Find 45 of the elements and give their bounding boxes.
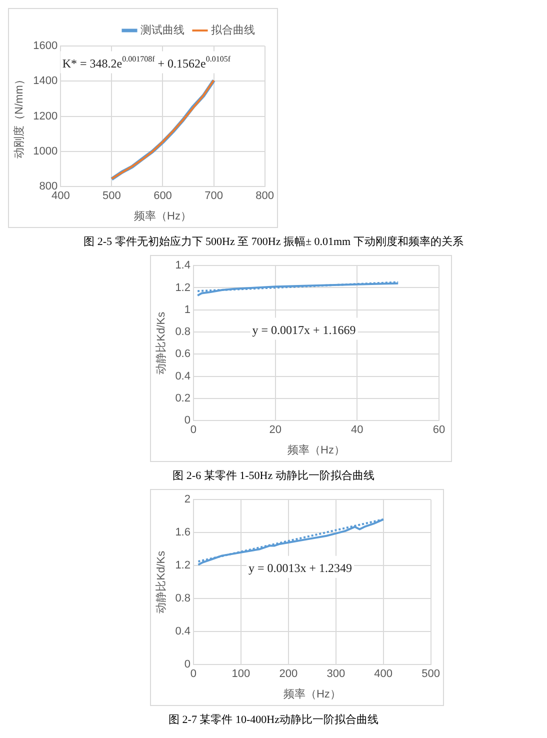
y-tick-label: 2 — [184, 494, 190, 506]
x-tick-label: 800 — [256, 190, 274, 202]
x-tick-label: 400 — [51, 190, 70, 202]
x-tick-label: 20 — [269, 424, 282, 436]
y-axis-title: 动刚度（N/mm） — [12, 74, 26, 158]
y-tick-label: 1.2 — [175, 282, 190, 294]
y-tick-label: 0.2 — [175, 392, 190, 404]
x-tick-label: 200 — [279, 668, 298, 680]
legend-label: 测试曲线 — [140, 24, 184, 37]
x-tick-label: 700 — [204, 190, 223, 202]
legend-label: 拟合曲线 — [211, 24, 255, 37]
text: 图 2-6 某零件 1-50Hz 动静比一阶拟合曲线 — [172, 468, 376, 483]
y-tick-label: 0 — [184, 414, 190, 427]
x-tick-label: 40 — [351, 424, 364, 436]
annotation: y = 0.0013x + 1.2349 — [248, 561, 352, 576]
text: 图 2-7 某零件 10-400Hz动静比一阶拟合曲线 — [168, 712, 380, 727]
y-tick-label: 0.4 — [175, 370, 190, 382]
x-tick-label: 600 — [154, 190, 172, 202]
y-tick-label: 0.8 — [175, 592, 190, 605]
y-tick-label: 1600 — [33, 40, 58, 52]
y-axis-title: 动静比Kd/Ks — [154, 550, 168, 614]
y-axis-title: 动静比Kd/Ks — [154, 311, 168, 374]
y-tick-label: 1.6 — [175, 526, 190, 539]
y-tick-label: 0 — [184, 658, 190, 671]
annotation: y = 0.0017x + 1.1669 — [252, 322, 356, 337]
x-axis-title: 频率（Hz） — [283, 687, 341, 700]
y-tick-label: 1.4 — [175, 260, 190, 272]
y-tick-label: 1400 — [33, 75, 58, 88]
x-tick-label: 300 — [326, 668, 346, 680]
x-tick-label: 500 — [102, 190, 121, 202]
text: 图 2-5 零件无初始应力下 500Hz 至 700Hz 振幅± 0.01mm 下动刚度和频率的关系 — [82, 234, 464, 249]
y-tick-label: 1.2 — [175, 560, 190, 572]
x-axis-title: 频率（Hz） — [288, 443, 345, 456]
y-tick-label: 1 — [184, 304, 190, 316]
y-tick-label: 800 — [39, 180, 58, 193]
y-tick-label: 1000 — [33, 145, 58, 158]
x-tick-label: 400 — [374, 668, 393, 680]
x-tick-label: 100 — [232, 668, 250, 680]
y-tick-label: 0.4 — [175, 626, 190, 638]
x-axis-title: 频率（Hz） — [134, 209, 192, 222]
y-tick-label: 1200 — [33, 110, 58, 122]
y-tick-label: 0.8 — [175, 326, 190, 338]
x-tick-label: 60 — [432, 424, 446, 436]
y-tick-label: 0.6 — [175, 348, 190, 360]
x-tick-label: 500 — [422, 668, 440, 680]
